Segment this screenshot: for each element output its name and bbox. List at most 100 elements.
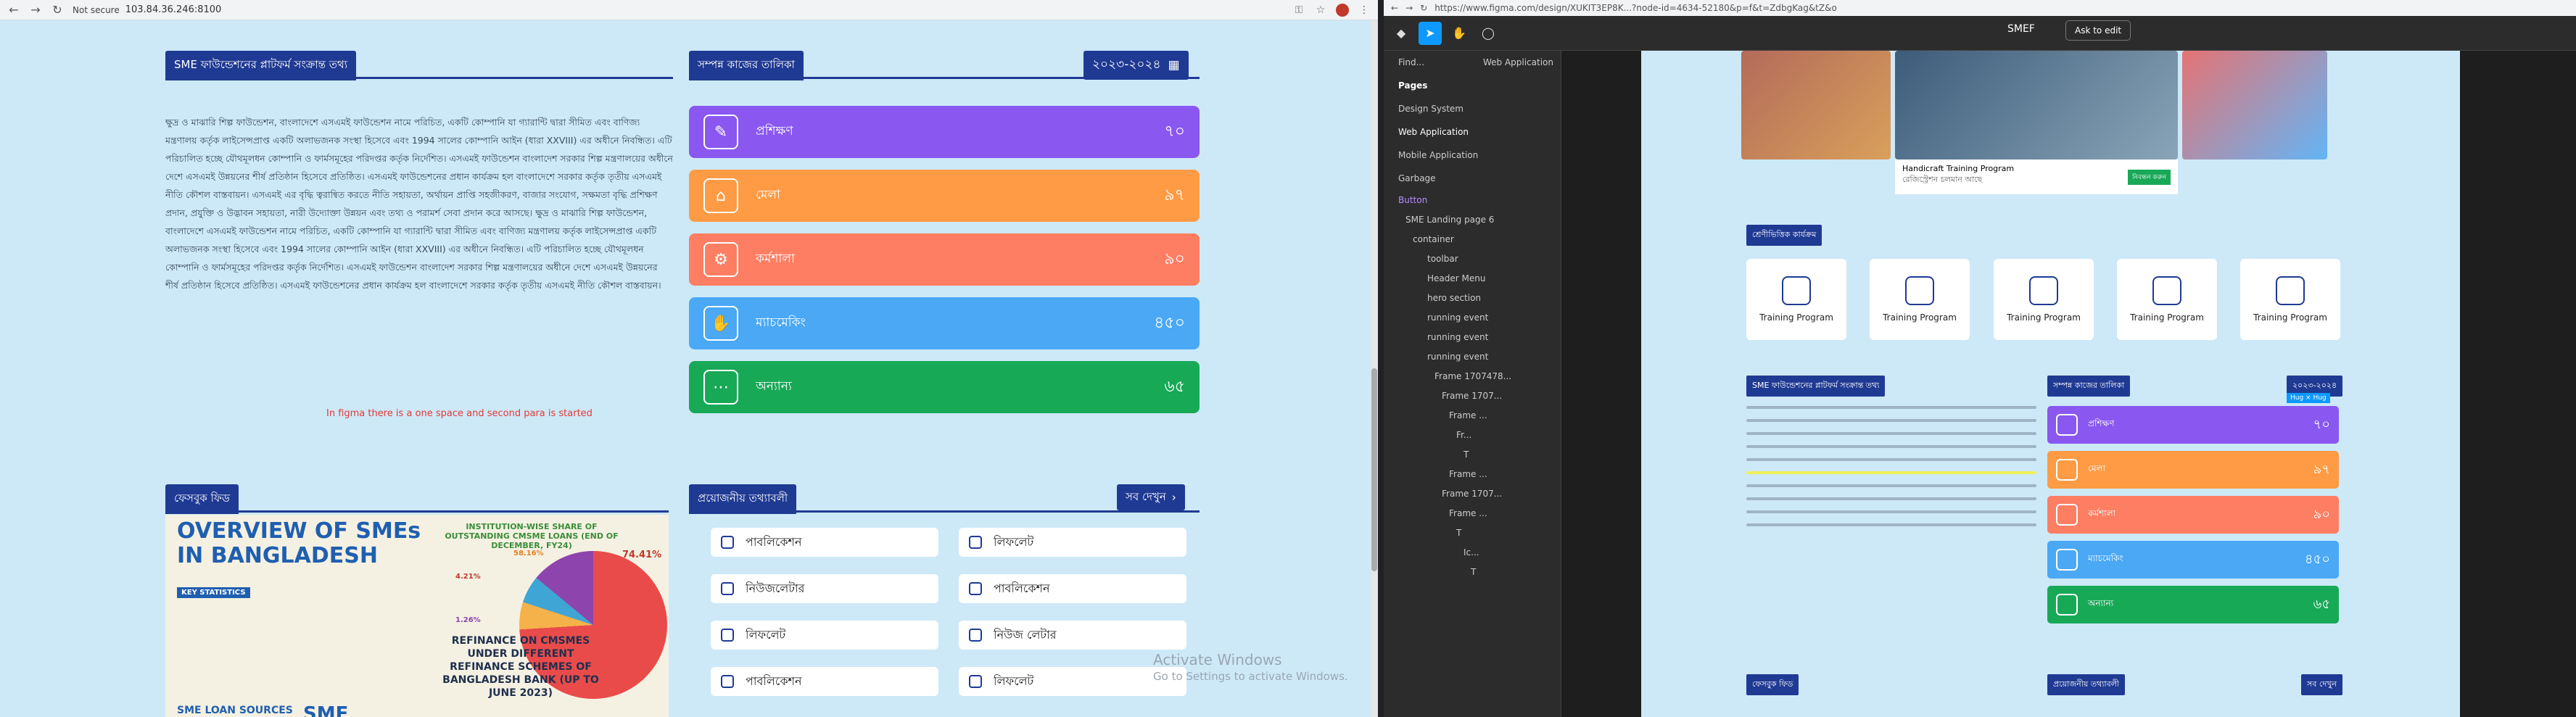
stat-value: ৬৫ bbox=[1164, 377, 1185, 396]
profile-avatar[interactable] bbox=[1336, 3, 1349, 17]
workshop-icon: ⚙ bbox=[703, 242, 738, 277]
activity-section-divider bbox=[689, 77, 1200, 79]
training-card[interactable]: Training Program bbox=[1994, 259, 2094, 340]
mini-fiscal-year[interactable]: ২০২৩-২০২৪ bbox=[2287, 376, 2343, 397]
layer-item[interactable]: Frame ... bbox=[1449, 410, 1487, 420]
layer-item[interactable]: Header Menu bbox=[1427, 273, 1486, 283]
page-item-selected[interactable]: Web Application bbox=[1398, 127, 1469, 137]
bookmark-star-icon[interactable]: ☆ bbox=[1316, 4, 1326, 16]
page-item[interactable]: Mobile Application bbox=[1398, 150, 1479, 160]
training-card[interactable]: Training Program bbox=[2117, 259, 2217, 340]
layer-item[interactable]: Frame ... bbox=[1449, 468, 1487, 479]
page-scrollbar[interactable] bbox=[1371, 20, 1378, 717]
info-item[interactable]: নিউজলেটার bbox=[711, 574, 938, 603]
reload-icon[interactable]: ↻ bbox=[52, 3, 62, 17]
layer-item[interactable]: Frame 1707... bbox=[1442, 488, 1503, 499]
figma-url[interactable]: https://www.figma.com/design/XUKIT3EP8K.… bbox=[1434, 3, 1837, 13]
info-item[interactable]: পাবলিকেশন bbox=[711, 528, 938, 557]
back-icon[interactable]: ← bbox=[9, 3, 19, 17]
stat-card-training[interactable]: ✎ প্রশিক্ষণ ৭০ bbox=[689, 106, 1200, 158]
mini-stat-label: মেলা bbox=[2088, 463, 2105, 473]
figma-menu-icon[interactable]: ◆ bbox=[1396, 26, 1406, 40]
page-content: SME ফাউন্ডেশনের প্লাটফর্ম সংক্রান্ত তথ্য… bbox=[0, 20, 1378, 717]
mini-stat-training[interactable]: প্রশিক্ষণ ৭০ bbox=[2047, 406, 2339, 444]
layer-item[interactable]: hero section bbox=[1427, 292, 1482, 303]
info-item[interactable]: নিউজ লেটার bbox=[959, 621, 1186, 650]
forward-icon[interactable]: → bbox=[1405, 3, 1413, 13]
platform-section-divider bbox=[165, 77, 673, 79]
page-item[interactable]: Garbage bbox=[1398, 173, 1436, 183]
address-bar[interactable]: Not secure 103.84.36.246:8100 bbox=[73, 2, 1284, 18]
info-item[interactable]: পাবলিকেশন bbox=[959, 574, 1186, 603]
layer-item[interactable]: Fr... bbox=[1456, 429, 1472, 440]
move-tool-icon[interactable]: ➤ bbox=[1419, 21, 1442, 45]
figma-canvas[interactable]: Handicraft Training Program রেজিস্ট্রেশন… bbox=[1561, 51, 2576, 717]
mini-stat-workshop[interactable]: কর্মশালা ৯০ bbox=[2047, 496, 2339, 534]
info-section-divider bbox=[689, 510, 1200, 513]
facebook-feed-image[interactable]: OVERVIEW OF SMEs IN BANGLADESH INSTITUTIO… bbox=[165, 515, 669, 717]
stat-label: ম্যাচমেকিং bbox=[756, 315, 806, 330]
design-frame[interactable]: Handicraft Training Program রেজিস্ট্রেশন… bbox=[1641, 51, 2460, 717]
figma-browser-bar: ← → ↻ https://www.figma.com/design/XUKIT… bbox=[1384, 0, 2576, 16]
back-icon[interactable]: ← bbox=[1391, 3, 1399, 13]
fb-key-stats: KEY STATISTICS bbox=[177, 587, 250, 598]
info-item[interactable]: লিফলেট bbox=[959, 528, 1186, 557]
stat-card-fair[interactable]: ⌂ মেলা ৯৭ bbox=[689, 170, 1200, 222]
info-grid: পাবলিকেশন লিফলেট নিউজলেটার পাবলিকেশন লিফ… bbox=[711, 528, 1186, 696]
stat-value: ৯৭ bbox=[1164, 186, 1185, 204]
layer-item[interactable]: running event bbox=[1427, 312, 1489, 323]
hand-tool-icon[interactable]: ✋ bbox=[1452, 26, 1466, 40]
layer-item[interactable]: Button bbox=[1398, 194, 1428, 205]
layer-item[interactable]: Frame 1707478... bbox=[1434, 370, 1512, 381]
layer-item[interactable]: toolbar bbox=[1427, 253, 1458, 264]
comment-tool-icon[interactable]: ◯ bbox=[1482, 26, 1495, 40]
mini-see-all[interactable]: সব দেখুন bbox=[2301, 674, 2342, 695]
see-all-button[interactable]: সব দেখুন › bbox=[1117, 484, 1185, 510]
info-item[interactable]: লিফলেট bbox=[711, 621, 938, 650]
layer-item[interactable]: T bbox=[1456, 527, 1462, 538]
layer-item[interactable]: Frame 1707... bbox=[1442, 390, 1503, 401]
more-menu-icon[interactable]: ⋮ bbox=[1359, 4, 1369, 16]
layer-item[interactable]: Frame ... bbox=[1449, 507, 1487, 518]
mini-stat-icon bbox=[2056, 549, 2078, 571]
training-icon: ✎ bbox=[703, 115, 738, 149]
figma-file-name[interactable]: SMEF bbox=[2007, 23, 2035, 35]
scrollbar-thumb[interactable] bbox=[1371, 368, 1377, 571]
page-item[interactable]: Design System bbox=[1398, 104, 1464, 114]
layer-item[interactable]: T bbox=[1464, 449, 1469, 460]
info-item[interactable]: পাবলিকেশন bbox=[711, 667, 938, 696]
training-card[interactable]: Training Program bbox=[2240, 259, 2340, 340]
stat-card-others[interactable]: ⋯ অন্যান্য ৬৫ bbox=[689, 361, 1200, 413]
mini-stat-others[interactable]: অন্যান্য ৬৫ bbox=[2047, 586, 2339, 623]
info-item-label: লিফলেট bbox=[994, 534, 1034, 549]
fiscal-year-selector[interactable]: ২০২৩-২০২৪ ▦ bbox=[1083, 51, 1189, 80]
page-filter[interactable]: Web Application bbox=[1482, 57, 1553, 67]
reload-icon[interactable]: ↻ bbox=[1420, 3, 1428, 13]
mini-stat-value: ৭০ bbox=[2313, 416, 2330, 432]
training-card[interactable]: Training Program bbox=[1870, 259, 1970, 340]
layers-search[interactable]: Find... bbox=[1398, 57, 1425, 67]
stat-card-matchmaking[interactable]: ✋ ম্যাচমেকিং ৪৫০ bbox=[689, 297, 1200, 349]
info-item-label: লিফলেট bbox=[994, 674, 1034, 688]
fb-loan-sources: SME LOAN SOURCES bbox=[177, 705, 293, 716]
forward-icon[interactable]: → bbox=[30, 3, 41, 17]
layer-item[interactable]: T bbox=[1471, 566, 1477, 577]
layer-item[interactable]: running event bbox=[1427, 351, 1489, 362]
layer-item[interactable]: running event bbox=[1427, 331, 1489, 342]
mini-stat-matchmaking[interactable]: ম্যাচমেকিং ৪৫০ bbox=[2047, 541, 2339, 579]
stat-value: ৭০ bbox=[1164, 122, 1185, 141]
info-item[interactable]: লিফলেট bbox=[959, 667, 1186, 696]
training-card[interactable]: Training Program bbox=[1746, 259, 1846, 340]
password-icon[interactable]: ⚿ bbox=[1295, 4, 1303, 16]
ask-to-edit-button[interactable]: Ask to edit bbox=[2065, 20, 2131, 41]
register-button[interactable]: নিবন্ধন করুন bbox=[2128, 170, 2171, 185]
event-photo-3 bbox=[2182, 51, 2327, 159]
layer-item[interactable]: SME Landing page 6 bbox=[1405, 214, 1495, 225]
layer-item[interactable]: Ic... bbox=[1464, 547, 1479, 558]
layer-item[interactable]: container bbox=[1413, 233, 1454, 244]
stat-card-workshop[interactable]: ⚙ কর্মশালা ৯০ bbox=[689, 233, 1200, 286]
event-caption: Handicraft Training Program রেজিস্ট্রেশন… bbox=[1895, 159, 2178, 194]
category-section-title: শ্রেণীভিত্তিক কার্যক্রম bbox=[1746, 225, 1822, 246]
mini-stat-fair[interactable]: মেলা ৯৭ bbox=[2047, 451, 2339, 489]
stat-label: অন্যান্য bbox=[756, 379, 792, 394]
